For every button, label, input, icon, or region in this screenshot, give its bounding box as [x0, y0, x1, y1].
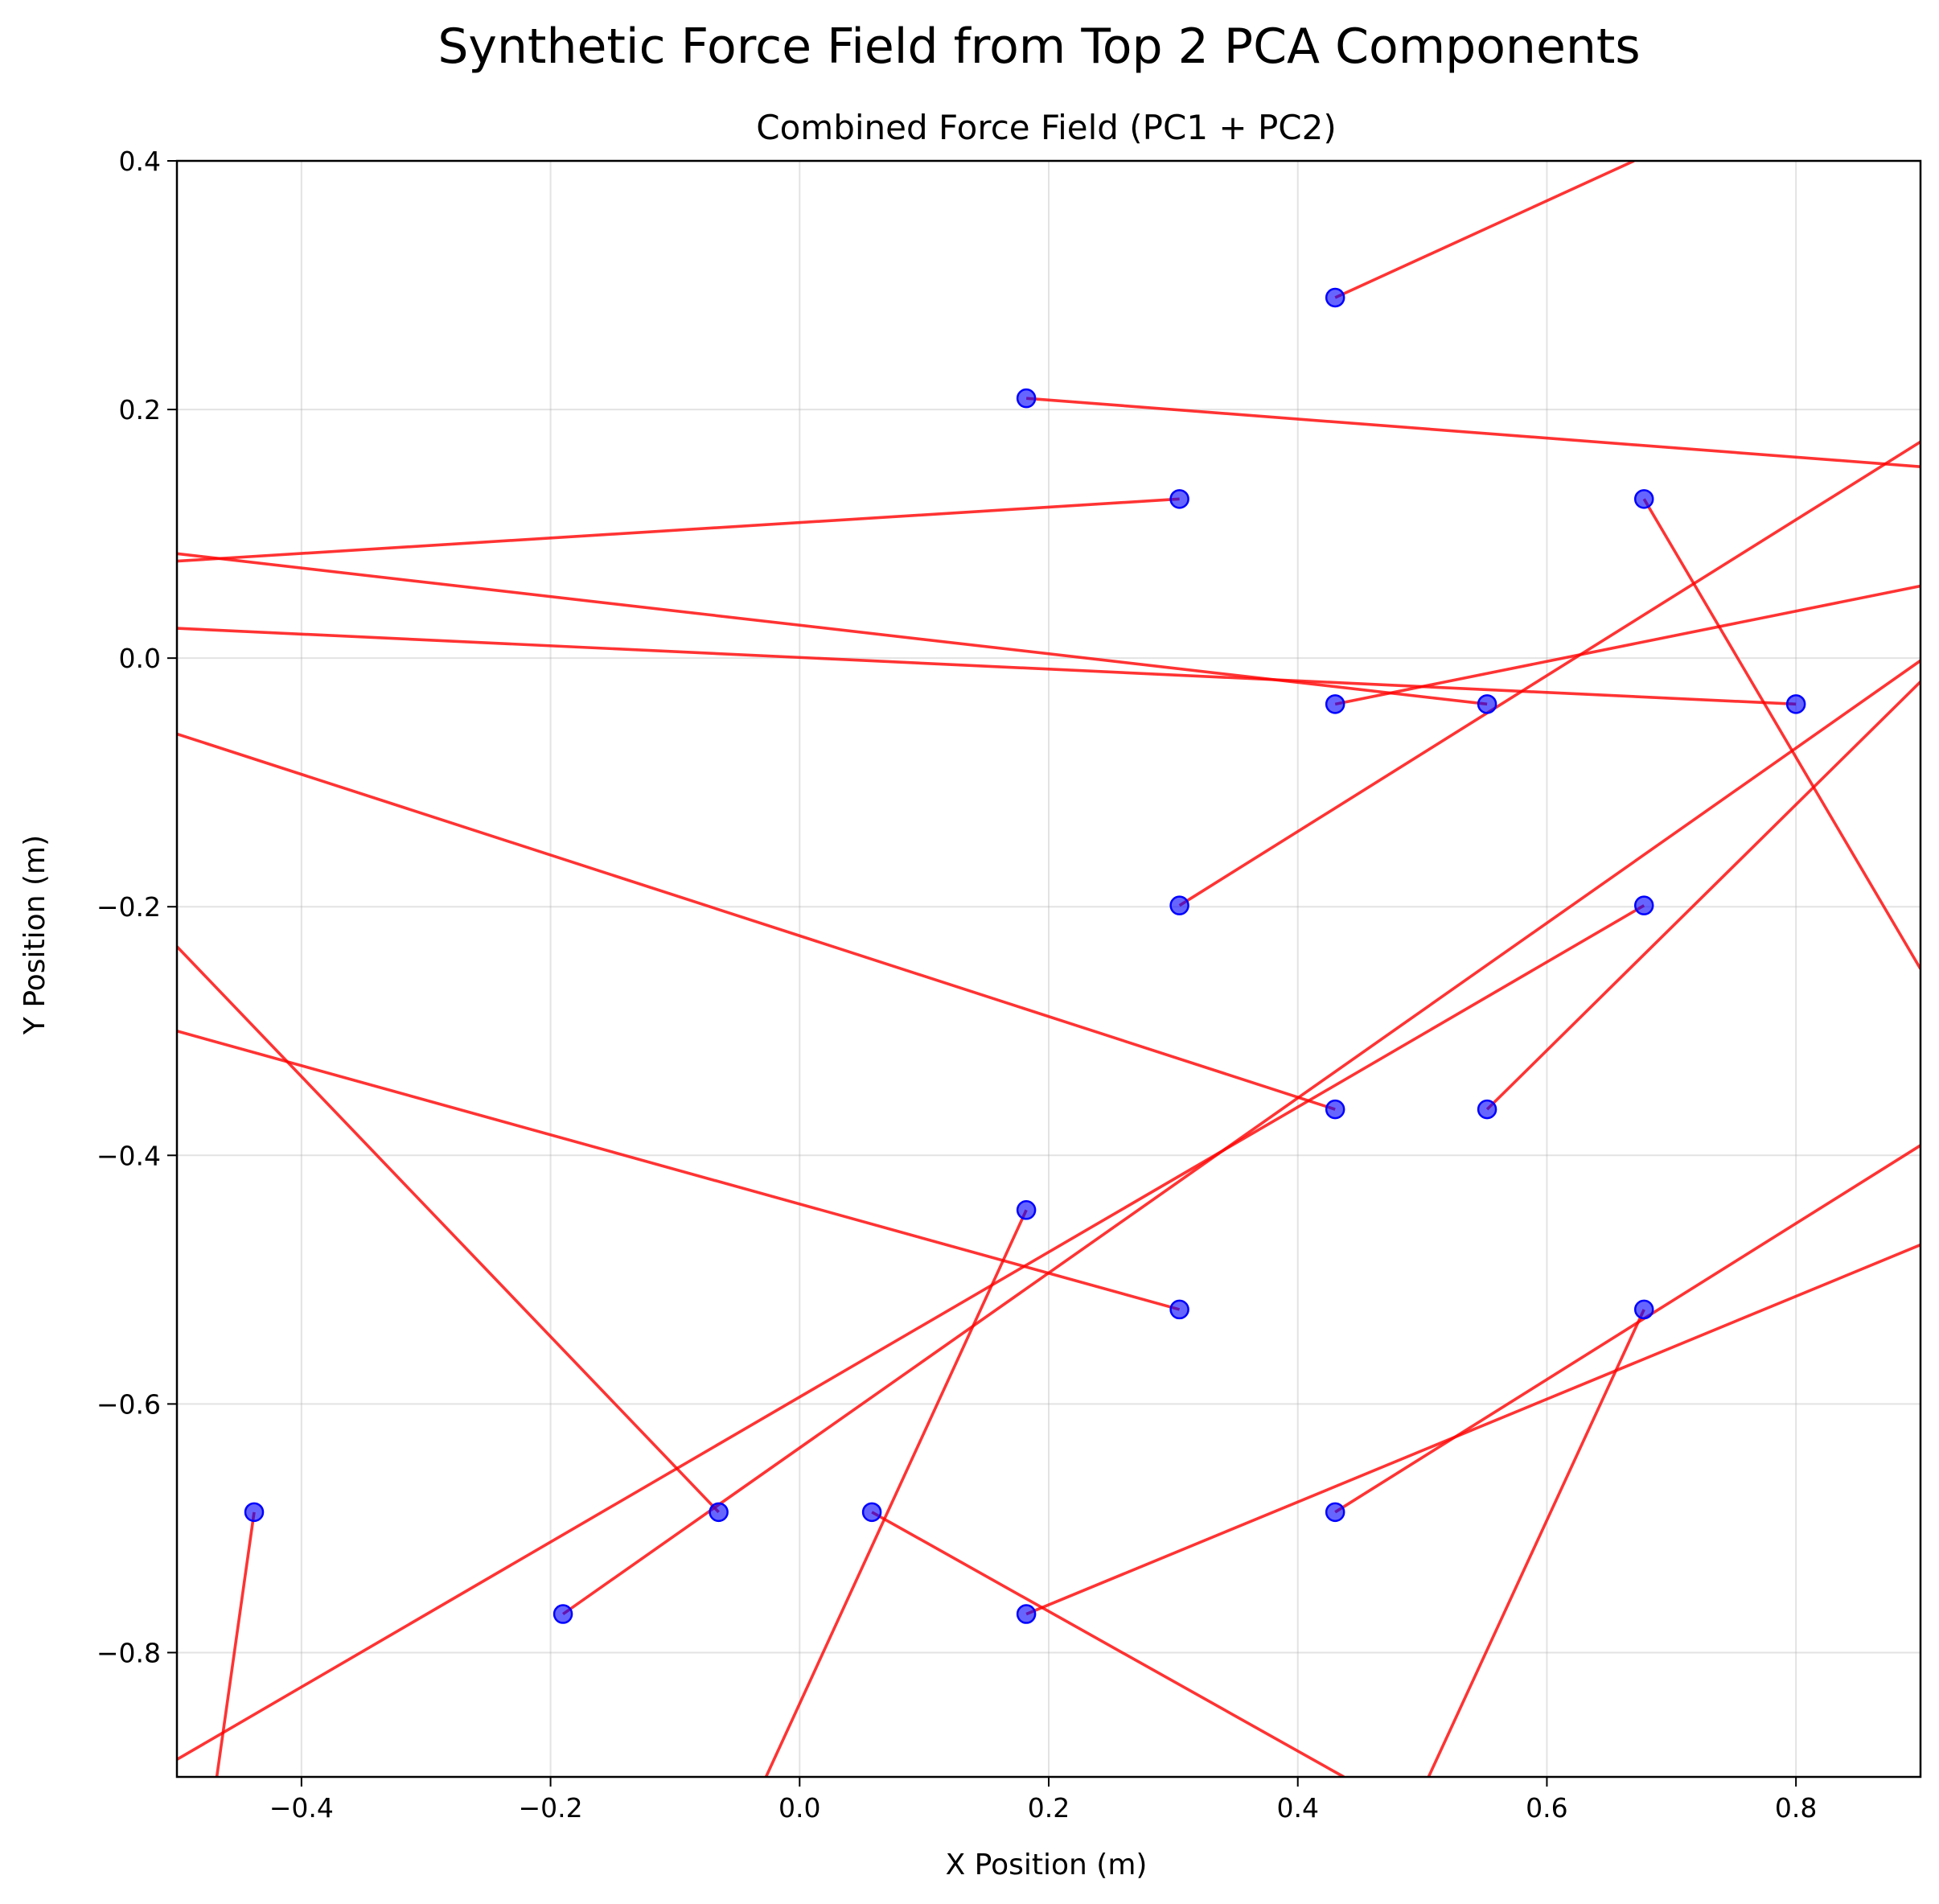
- x-axis-label: X Position (m): [946, 1848, 1148, 1881]
- force-vector: [215, 1511, 256, 1777]
- force-vector: [177, 904, 1645, 1761]
- sample-point: [1325, 694, 1345, 714]
- plot-frame: [175, 159, 1922, 1779]
- force-vector: [1334, 161, 1635, 299]
- force-vector: [177, 1030, 1181, 1311]
- force-vector: [1334, 584, 1921, 706]
- gridlines: [177, 160, 1921, 1777]
- sample-point: [861, 1502, 882, 1523]
- sample-point: [1016, 388, 1037, 409]
- sample-point: [1325, 1099, 1345, 1120]
- sample-point: [1633, 489, 1654, 509]
- sample-point: [1325, 287, 1345, 308]
- sample-point: [1169, 1299, 1189, 1320]
- y-tick-label: −0.8: [97, 1637, 161, 1668]
- force-vector: [177, 945, 720, 1514]
- y-tick-label: 0.0: [119, 643, 161, 674]
- sample-point: [1169, 895, 1189, 915]
- x-tick-label: −0.2: [519, 1792, 583, 1824]
- sample-points: [244, 287, 1806, 1624]
- y-tick-label: 0.2: [119, 394, 161, 426]
- force-vector: [1025, 1243, 1921, 1616]
- sample-point: [553, 1604, 573, 1624]
- x-tick-label: 0.2: [1028, 1792, 1070, 1824]
- force-vectors: [177, 161, 1921, 1777]
- sample-point: [1016, 1200, 1037, 1220]
- y-tick-label: 0.4: [119, 146, 161, 177]
- force-vector: [1025, 397, 1921, 468]
- sample-point: [1633, 895, 1654, 915]
- sample-point: [1325, 1502, 1345, 1523]
- force-vector: [1178, 440, 1921, 907]
- force-vector: [764, 1209, 1028, 1777]
- y-axis-label: Y Position (m): [18, 835, 51, 1035]
- force-vector: [177, 497, 1180, 563]
- sample-point: [1169, 489, 1189, 509]
- y-tick-label: −0.6: [97, 1388, 161, 1420]
- sample-point: [244, 1502, 265, 1523]
- figure-suptitle: Synthetic Force Field from Top 2 PCA Com…: [438, 19, 1640, 75]
- sample-point: [709, 1502, 729, 1523]
- sample-point: [1477, 694, 1497, 714]
- x-tick-label: 0.4: [1276, 1792, 1318, 1824]
- axis-ticks: −0.4 −0.2 0.0 0.2 0.4 0.6 0.8 −0.8 −0.6 −0.4 −0.2 0…: [97, 146, 1818, 1824]
- sample-point: [1477, 1099, 1497, 1120]
- x-tick-label: 0.6: [1526, 1792, 1567, 1824]
- sample-point: [1016, 1604, 1037, 1624]
- force-vector: [1485, 681, 1921, 1111]
- y-tick-label: −0.2: [97, 891, 161, 923]
- sample-point: [1785, 694, 1806, 714]
- x-tick-label: 0.8: [1775, 1792, 1817, 1824]
- force-vector: [177, 732, 1336, 1111]
- force-vector: [1642, 498, 1921, 970]
- force-vector: [1427, 1309, 1645, 1777]
- sample-point: [1633, 1299, 1654, 1320]
- x-tick-label: 0.0: [778, 1792, 820, 1824]
- force-vector: [1334, 1144, 1921, 1514]
- x-tick-label: −0.4: [269, 1792, 334, 1824]
- axes-title: Combined Force Field (PC1 + PC2): [756, 108, 1336, 147]
- y-tick-label: −0.4: [97, 1140, 161, 1171]
- force-vector: [562, 659, 1921, 1616]
- force-vector: [871, 1511, 1345, 1777]
- force-vector: [177, 627, 1797, 706]
